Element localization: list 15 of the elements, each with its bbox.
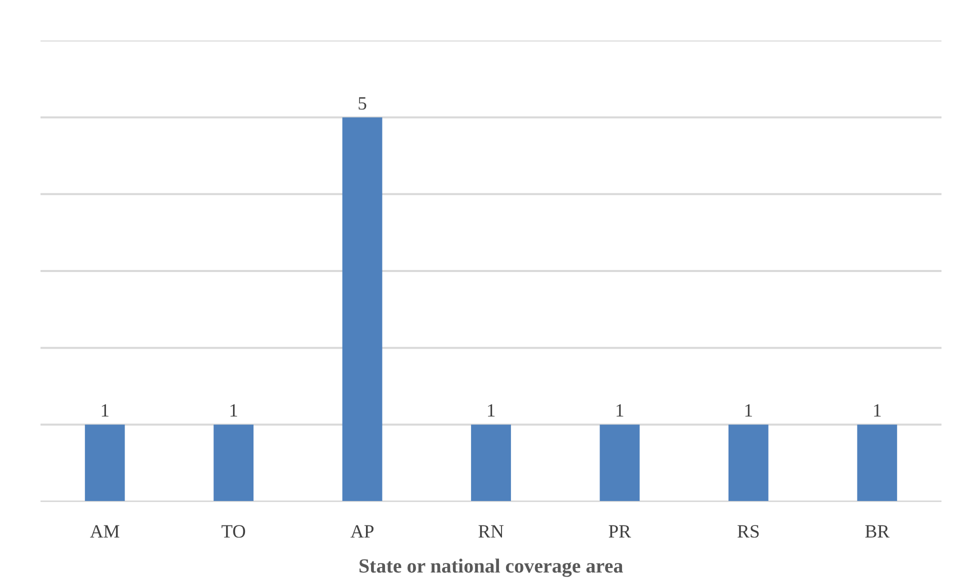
- data-label: 1: [228, 400, 238, 422]
- x-tick-label: AM: [90, 522, 120, 542]
- data-label: 5: [358, 93, 367, 114]
- data-label: 1: [744, 400, 754, 422]
- x-axis-title: State or national coverage area: [358, 556, 624, 578]
- data-label: 1: [486, 400, 496, 422]
- data-label: 1: [100, 400, 110, 422]
- x-tick-label: AP: [350, 522, 374, 542]
- x-tick-label: PR: [608, 522, 632, 542]
- x-tick-label: RN: [478, 522, 504, 542]
- data-label: 1: [872, 400, 882, 422]
- data-label: 1: [615, 400, 624, 422]
- x-tick-label: BR: [864, 522, 890, 542]
- x-tick-label: RS: [737, 522, 760, 542]
- x-tick-label: TO: [221, 522, 246, 542]
